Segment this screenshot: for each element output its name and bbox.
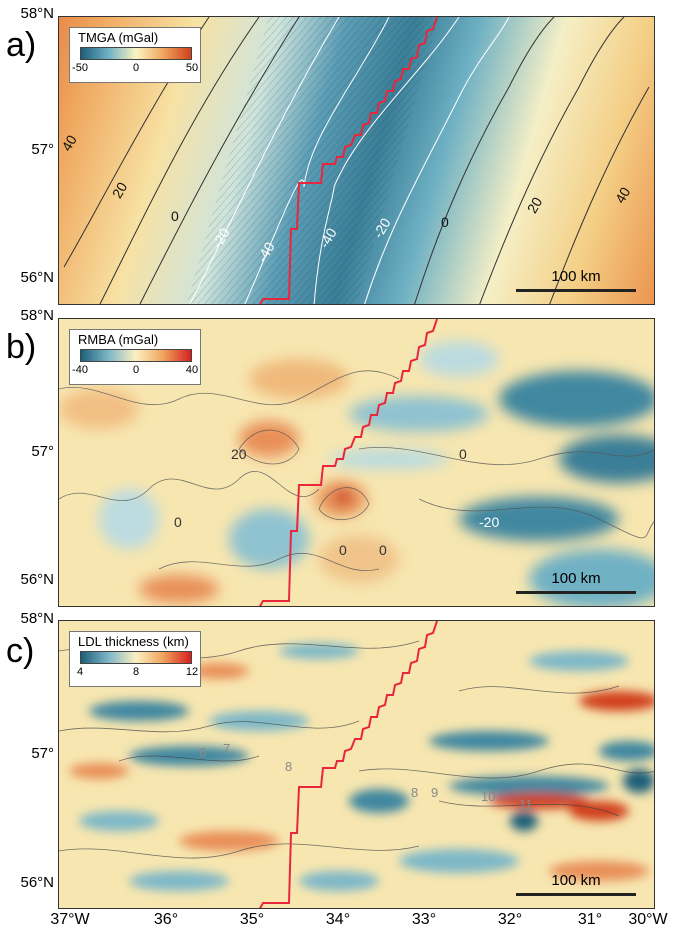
contour-label: -20 xyxy=(479,514,499,530)
lon-label: 37°W xyxy=(50,911,90,928)
scale-bar-c: 100 km xyxy=(516,872,636,900)
panel-a-lat-58: 58°N xyxy=(20,5,54,22)
lon-label: 33° xyxy=(411,911,437,928)
contour-label: 0 xyxy=(339,542,347,558)
contour-label: 10 xyxy=(481,789,495,804)
panel-b-lat-58: 58°N xyxy=(20,307,54,324)
ldl-field xyxy=(69,643,654,891)
contour-label: 40 xyxy=(59,132,80,154)
legend-tick: 40 xyxy=(185,364,199,376)
contour-label: 0 xyxy=(441,214,449,230)
plate-boundary-a xyxy=(258,17,438,304)
lon-label: 35° xyxy=(239,911,265,928)
panel-a-label: a) xyxy=(6,26,37,64)
legend-tick: 50 xyxy=(185,62,199,74)
legend-tick: 4 xyxy=(76,666,84,678)
panel-b-lat-57: 57° xyxy=(31,443,54,460)
legend-tick: 12 xyxy=(185,666,199,678)
legend-tick: 0 xyxy=(132,62,140,74)
panel-c-label: c) xyxy=(6,632,35,670)
scale-bar-label: 100 km xyxy=(551,570,601,587)
scale-bar-line xyxy=(516,289,636,292)
bathymetry-texture xyxy=(186,17,439,304)
contour-label: 11 xyxy=(519,797,533,812)
legend-title: LDL thickness (km) xyxy=(78,634,189,649)
panel-c-lat-58: 58°N xyxy=(20,610,54,627)
contour-label: 9 xyxy=(431,785,438,800)
legend-tick: 8 xyxy=(132,666,140,678)
panel-b-label: b) xyxy=(6,328,37,366)
panel-a-map: 40 20 0 -20 -40 -40 -20 0 20 40 TMGA (mG… xyxy=(58,16,655,305)
legend-ldl: LDL thickness (km) 4 8 12 xyxy=(69,631,201,687)
legend-tmga: TMGA (mGal) -50 0 50 xyxy=(69,27,201,83)
panel-a-lat-56: 56°N xyxy=(20,269,54,286)
legend-colorbar xyxy=(80,47,192,60)
contour-label: 20 xyxy=(524,194,546,216)
contour-label: 40 xyxy=(612,184,634,206)
scale-bar-b: 100 km xyxy=(516,570,636,598)
lon-label: 30°W xyxy=(628,911,668,928)
lon-label: 36° xyxy=(153,911,179,928)
scale-bar-label: 100 km xyxy=(551,268,601,285)
contour-label: 0 xyxy=(379,542,387,558)
contour-label: 0 xyxy=(171,208,179,224)
tmga-contours xyxy=(63,17,650,304)
lon-label: 32° xyxy=(497,911,523,928)
scale-bar-line xyxy=(516,591,636,594)
contour-label: 0 xyxy=(459,446,467,462)
contour-label: 8 xyxy=(411,785,418,800)
rmba-field xyxy=(59,341,654,606)
contour-label: 7 xyxy=(223,741,230,756)
lon-label: 34° xyxy=(325,911,351,928)
panel-a-svg: 40 20 0 -20 -40 -40 -20 0 20 40 xyxy=(59,17,654,304)
panel-c-map: 6 7 8 8 9 10 11 LDL thickness (km) 4 8 1… xyxy=(58,620,655,909)
contour-label: 20 xyxy=(109,179,131,201)
legend-colorbar xyxy=(80,651,192,664)
panel-b-lat-56: 56°N xyxy=(20,571,54,588)
panel-b-map: 20 0 0 0 0 -20 RMBA (mGal) -40 0 40 100 … xyxy=(58,318,655,607)
legend-tick: 0 xyxy=(132,364,140,376)
contour-label: 20 xyxy=(231,446,247,462)
legend-rmba: RMBA (mGal) -40 0 40 xyxy=(69,329,201,385)
panel-c-svg: 6 7 8 8 9 10 11 xyxy=(59,621,654,908)
contour-label: 6 xyxy=(199,745,206,760)
rmba-contour-labels: 20 0 0 0 0 -20 xyxy=(174,446,499,558)
plate-boundary-c xyxy=(258,621,438,908)
panel-b-svg: 20 0 0 0 0 -20 xyxy=(59,319,654,606)
panel-a-lat-57: 57° xyxy=(31,141,54,158)
contour-label: 8 xyxy=(285,759,292,774)
panel-c-lat-56: 56°N xyxy=(20,874,54,891)
lon-label: 31° xyxy=(577,911,603,928)
scale-bar-line xyxy=(516,893,636,896)
scale-bar-a: 100 km xyxy=(516,268,636,296)
legend-title: RMBA (mGal) xyxy=(78,332,159,347)
rmba-contours xyxy=(59,370,654,571)
legend-tick: -50 xyxy=(72,62,88,74)
ldl-contour-labels: 6 7 8 8 9 10 11 xyxy=(199,741,533,812)
legend-tick: -40 xyxy=(72,364,88,376)
panel-c-lat-57: 57° xyxy=(31,745,54,762)
contour-label: 0 xyxy=(174,514,182,530)
legend-title: TMGA (mGal) xyxy=(78,30,159,45)
plate-boundary-b xyxy=(258,319,438,606)
legend-colorbar xyxy=(80,349,192,362)
scale-bar-label: 100 km xyxy=(551,872,601,889)
